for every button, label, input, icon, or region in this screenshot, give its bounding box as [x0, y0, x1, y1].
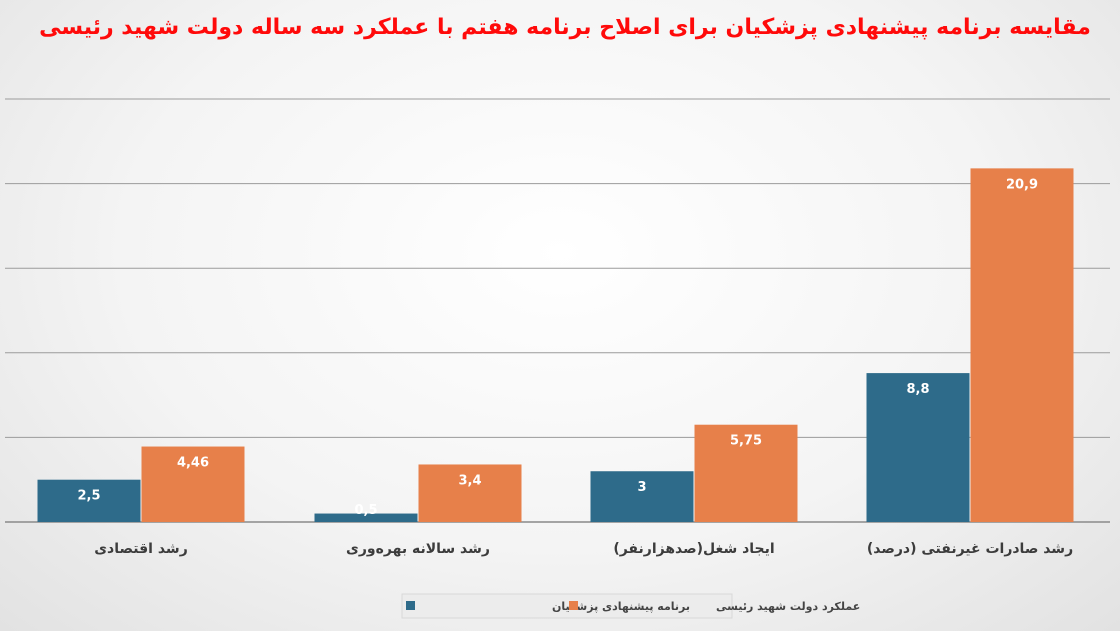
bar	[866, 373, 970, 522]
bar	[970, 168, 1074, 522]
category-label: رشد سالانه بهره‌وری	[346, 541, 490, 557]
legend-label: برنامه پیشنهادی پزشکیان	[552, 600, 690, 613]
legend-swatch	[569, 601, 578, 610]
data-label: 8,8	[906, 382, 929, 397]
data-label: 2,5	[77, 489, 100, 504]
legend-box	[401, 593, 733, 619]
legend-label: عملکرد دولت شهید رئیسی	[716, 600, 860, 613]
chart-title: مقایسه برنامه پیشنهادی پزشکیان برای اصلا…	[39, 15, 1091, 40]
data-labels: 2,5 4,46 0,5 3,4 3 5,75 8,8 20,9	[77, 177, 1038, 518]
bar	[418, 464, 522, 522]
legend: برنامه پیشنهادی پزشکیان عملکرد دولت شهید …	[401, 593, 860, 619]
bar	[314, 513, 418, 522]
data-label: 3	[637, 480, 646, 495]
bars	[37, 168, 1074, 522]
data-label: 20,9	[1006, 177, 1038, 192]
legend-swatch	[406, 601, 415, 610]
bar	[694, 424, 798, 522]
category-labels: رشد اقتصادی رشد سالانه بهره‌وری ایجاد شغل(…	[94, 541, 1073, 557]
bar	[141, 446, 245, 522]
data-label: 3,4	[458, 473, 481, 488]
data-label: 4,46	[177, 456, 209, 471]
category-label: ایجاد شغل(صدهزارنفر)	[613, 541, 774, 557]
category-label: رشد صادرات غیرنفتی (درصد)	[867, 541, 1073, 557]
bar	[37, 479, 141, 522]
bar	[590, 471, 694, 522]
data-label: 5,75	[730, 434, 762, 449]
category-label: رشد اقتصادی	[94, 541, 188, 557]
data-label: 0,5	[354, 503, 377, 518]
